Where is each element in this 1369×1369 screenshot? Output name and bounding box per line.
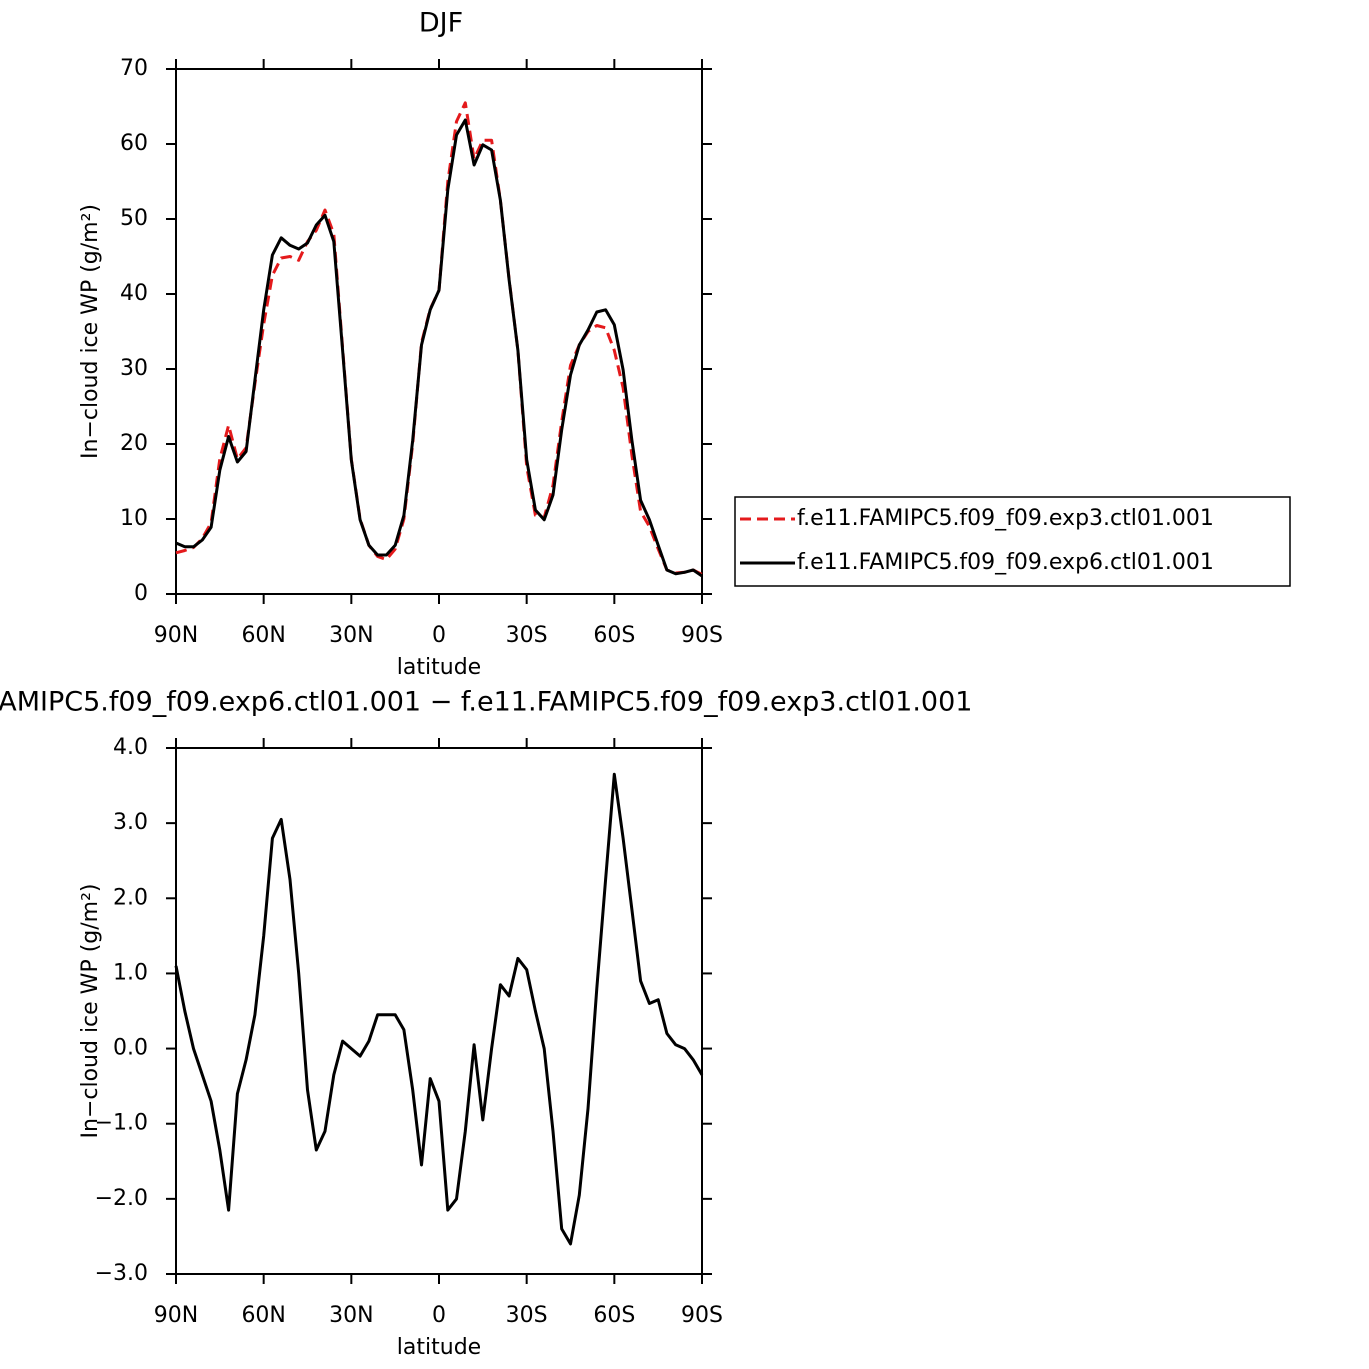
y-tick-label: 3.0 bbox=[113, 810, 148, 835]
y-tick-label: 0 bbox=[134, 581, 148, 606]
legend-label: f.e11.FAMIPC5.f09_f09.exp6.ctl01.001 bbox=[797, 550, 1214, 575]
legend-box bbox=[734, 496, 1291, 587]
chart-title: f.e11.FAMIPC5.f09_f09.exp6.ctl01.001 − f… bbox=[0, 687, 972, 718]
x-axis-label: latitude bbox=[397, 1335, 481, 1360]
y-tick-label: 4.0 bbox=[113, 735, 148, 760]
data-line bbox=[175, 118, 703, 578]
x-tick-label: 30S bbox=[506, 623, 548, 648]
y-tick-label: −1.0 bbox=[95, 1111, 148, 1136]
y-tick-label: 60 bbox=[120, 131, 148, 156]
data-line bbox=[175, 101, 703, 576]
x-tick-label: 90S bbox=[681, 1303, 723, 1328]
x-tick-label: 30S bbox=[506, 1303, 548, 1328]
x-tick-label: 0 bbox=[432, 623, 446, 648]
x-tick-label: 60S bbox=[593, 1303, 635, 1328]
y-tick-label: 2.0 bbox=[113, 885, 148, 910]
x-tick-label: 90S bbox=[681, 623, 723, 648]
chart-title: DJF bbox=[419, 8, 463, 39]
x-tick-label: 90N bbox=[154, 1303, 198, 1328]
data-line bbox=[174, 772, 704, 1246]
x-tick-label: 30N bbox=[329, 623, 373, 648]
y-tick-label: 1.0 bbox=[113, 960, 148, 985]
x-tick-label: 60N bbox=[241, 1303, 285, 1328]
x-tick-label: 0 bbox=[432, 1303, 446, 1328]
y-tick-label: 0.0 bbox=[113, 1036, 148, 1061]
x-tick-label: 60N bbox=[241, 623, 285, 648]
y-tick-label: 40 bbox=[120, 281, 148, 306]
x-axis-label: latitude bbox=[397, 655, 481, 680]
legend-label: f.e11.FAMIPC5.f09_f09.exp3.ctl01.001 bbox=[797, 506, 1214, 531]
plot-frame bbox=[175, 68, 703, 595]
x-tick-label: 60S bbox=[593, 623, 635, 648]
y-tick-label: 50 bbox=[120, 206, 148, 231]
y-tick-label: 30 bbox=[120, 356, 148, 381]
y-tick-label: −2.0 bbox=[95, 1186, 148, 1211]
y-tick-label: 10 bbox=[120, 506, 148, 531]
x-tick-label: 90N bbox=[154, 623, 198, 648]
y-tick-label: −3.0 bbox=[95, 1261, 148, 1286]
x-tick-label: 30N bbox=[329, 1303, 373, 1328]
y-axis-label: In−cloud ice WP (g/m²) bbox=[78, 884, 103, 1139]
y-tick-label: 20 bbox=[120, 431, 148, 456]
y-axis-label: In−cloud ice WP (g/m²) bbox=[78, 204, 103, 459]
y-tick-label: 70 bbox=[120, 56, 148, 81]
